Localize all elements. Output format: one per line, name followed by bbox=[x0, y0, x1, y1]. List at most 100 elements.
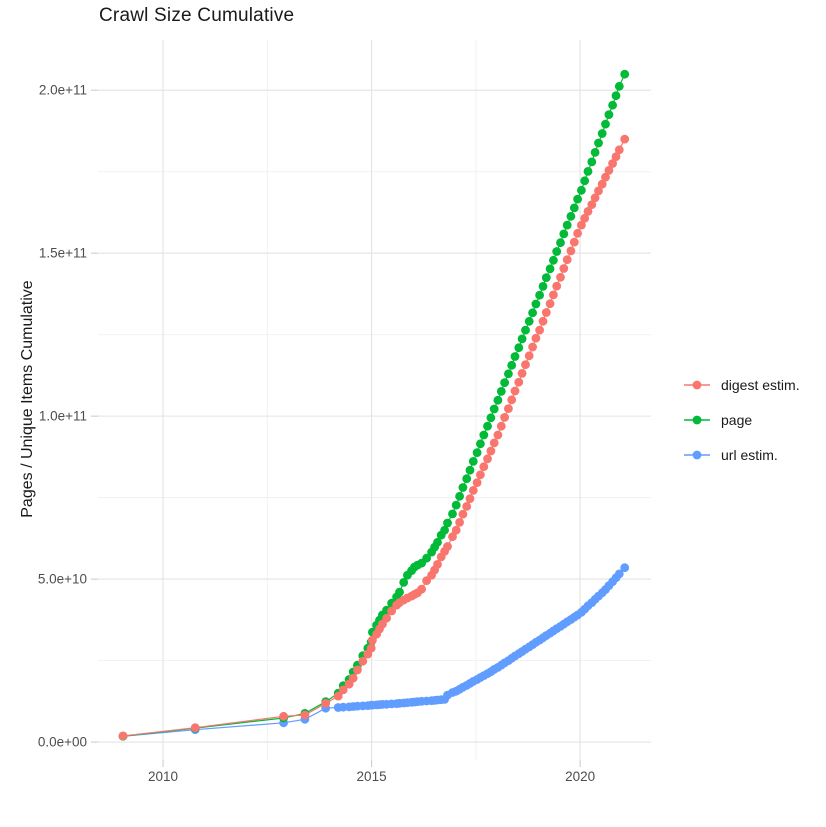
x-tick-label: 2015 bbox=[357, 769, 387, 784]
data-point-page bbox=[552, 247, 562, 256]
data-point-page bbox=[583, 167, 593, 176]
data-point-page bbox=[496, 387, 506, 396]
x-tick-label: 2020 bbox=[565, 769, 595, 784]
data-point-digest-estim- bbox=[338, 685, 348, 695]
data-point-page bbox=[594, 138, 603, 148]
data-point-page bbox=[545, 264, 555, 274]
data-point-digest-estim- bbox=[353, 665, 362, 675]
series-line-url-estim- bbox=[122, 567, 626, 737]
data-point-digest-estim- bbox=[458, 509, 468, 519]
legend-label-digest-estim: digest estim. bbox=[721, 377, 800, 393]
legend-key-url-icon bbox=[684, 450, 710, 460]
data-point-digest-estim- bbox=[366, 643, 376, 653]
data-point-digest-estim- bbox=[510, 386, 520, 396]
data-point-digest-estim- bbox=[358, 656, 368, 666]
data-point-page bbox=[500, 378, 509, 387]
data-point-page bbox=[521, 325, 530, 335]
data-point-digest-estim- bbox=[541, 308, 551, 317]
data-point-digest-estim- bbox=[300, 710, 310, 720]
data-point-digest-estim- bbox=[601, 172, 610, 182]
data-point-page bbox=[443, 518, 452, 528]
data-point-digest-estim- bbox=[577, 220, 586, 230]
data-point-digest-estim- bbox=[614, 145, 624, 155]
data-point-url-estim- bbox=[614, 569, 624, 579]
data-point-digest-estim- bbox=[433, 560, 442, 569]
data-point-page bbox=[514, 343, 524, 353]
data-point-page bbox=[597, 129, 607, 138]
data-point-page bbox=[590, 148, 600, 157]
data-point-digest-estim- bbox=[608, 159, 617, 168]
data-point-digest-estim- bbox=[462, 502, 472, 511]
legend-item-page: page bbox=[682, 412, 800, 428]
data-point-page bbox=[573, 194, 582, 204]
data-point-digest-estim- bbox=[552, 281, 562, 291]
data-point-page bbox=[422, 553, 431, 563]
data-point-page bbox=[440, 525, 449, 535]
y-tick-label: 2.0e+11 bbox=[39, 83, 87, 98]
data-point-digest-estim- bbox=[486, 446, 496, 456]
data-point-page bbox=[486, 413, 496, 423]
data-point-page bbox=[433, 537, 442, 547]
data-point-digest-estim- bbox=[465, 494, 475, 503]
data-point-digest-estim- bbox=[580, 213, 590, 223]
data-point-page bbox=[451, 500, 461, 510]
chart-title: Crawl Size Cumulative bbox=[99, 5, 295, 26]
data-point-digest-estim- bbox=[443, 542, 452, 551]
data-point-page bbox=[601, 119, 610, 129]
data-point-page bbox=[479, 430, 489, 440]
data-point-digest-estim- bbox=[573, 228, 582, 238]
data-point-digest-estim- bbox=[483, 454, 492, 464]
data-point-page bbox=[517, 334, 527, 344]
data-point-page bbox=[611, 91, 621, 101]
data-point-digest-estim- bbox=[611, 152, 621, 162]
data-point-page bbox=[566, 211, 576, 221]
legend-label-page: page bbox=[721, 412, 753, 428]
data-point-digest-estim- bbox=[597, 179, 607, 189]
data-point-digest-estim- bbox=[468, 486, 478, 495]
data-point-page bbox=[399, 578, 409, 587]
data-point-digest-estim- bbox=[489, 438, 499, 448]
data-point-digest-estim- bbox=[549, 290, 558, 300]
data-point-digest-estim- bbox=[562, 255, 572, 265]
data-point-page bbox=[489, 404, 499, 414]
x-tick-label: 2010 bbox=[148, 769, 178, 784]
data-point-page bbox=[524, 316, 534, 326]
data-point-page bbox=[541, 273, 551, 282]
data-point-page bbox=[604, 110, 614, 119]
data-point-digest-estim- bbox=[190, 723, 200, 733]
data-point-digest-estim- bbox=[451, 525, 461, 535]
data-point-page bbox=[465, 465, 475, 475]
data-point-digest-estim- bbox=[348, 673, 358, 683]
data-point-digest-estim- bbox=[528, 342, 537, 352]
data-point-digest-estim- bbox=[417, 584, 426, 594]
data-point-page bbox=[458, 483, 468, 492]
data-point-page bbox=[483, 421, 492, 431]
legend-key-page-icon bbox=[684, 415, 710, 425]
data-point-digest-estim- bbox=[448, 532, 457, 542]
data-point-page bbox=[528, 308, 537, 318]
data-point-digest-estim- bbox=[545, 299, 555, 309]
data-point-digest-estim- bbox=[496, 421, 506, 431]
y-tick-label: 5.0e+10 bbox=[38, 572, 87, 587]
data-point-page bbox=[531, 299, 541, 309]
legend-label-url-estim: url estim. bbox=[721, 447, 778, 463]
data-point-page bbox=[620, 69, 630, 79]
data-point-digest-estim- bbox=[604, 166, 614, 175]
data-point-digest-estim- bbox=[514, 377, 524, 387]
legend-key-digest-icon bbox=[684, 380, 710, 390]
data-point-digest-estim- bbox=[566, 246, 576, 256]
data-point-digest-estim- bbox=[382, 613, 391, 623]
data-point-digest-estim- bbox=[559, 264, 569, 273]
data-point-digest-estim- bbox=[476, 470, 485, 480]
data-point-digest-estim- bbox=[472, 478, 482, 487]
data-point-page bbox=[614, 81, 624, 91]
data-point-digest-estim- bbox=[493, 430, 503, 440]
legend: digest estim. page url estim. bbox=[682, 377, 800, 463]
data-point-page bbox=[472, 448, 482, 457]
data-point-page bbox=[535, 290, 544, 300]
data-point-digest-estim- bbox=[479, 462, 489, 472]
data-point-page bbox=[549, 255, 558, 265]
data-point-page bbox=[448, 509, 457, 519]
data-point-digest-estim- bbox=[500, 413, 509, 422]
